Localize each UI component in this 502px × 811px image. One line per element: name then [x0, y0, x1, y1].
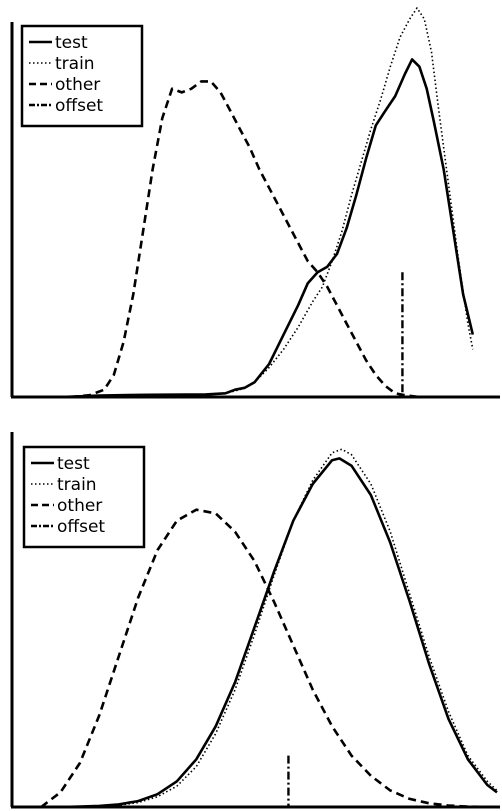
series-line-other [40, 508, 488, 809]
legend-label-offset: offset [57, 517, 105, 537]
series-line-other [70, 80, 420, 399]
legend-label-offset: offset [55, 96, 103, 116]
legend-label-train: train [57, 475, 97, 495]
legend-label-other: other [55, 75, 100, 95]
legend-label-other: other [57, 496, 102, 516]
chart-panel-bottom: test train other offset [0, 405, 502, 811]
series-line-test [60, 58, 475, 399]
legend-label-train: train [55, 54, 95, 74]
chart-panel-top: test train other offset [0, 0, 502, 405]
series-line-train [60, 448, 498, 808]
legend-label-test: test [57, 454, 90, 474]
legend-label-test: test [55, 33, 88, 53]
